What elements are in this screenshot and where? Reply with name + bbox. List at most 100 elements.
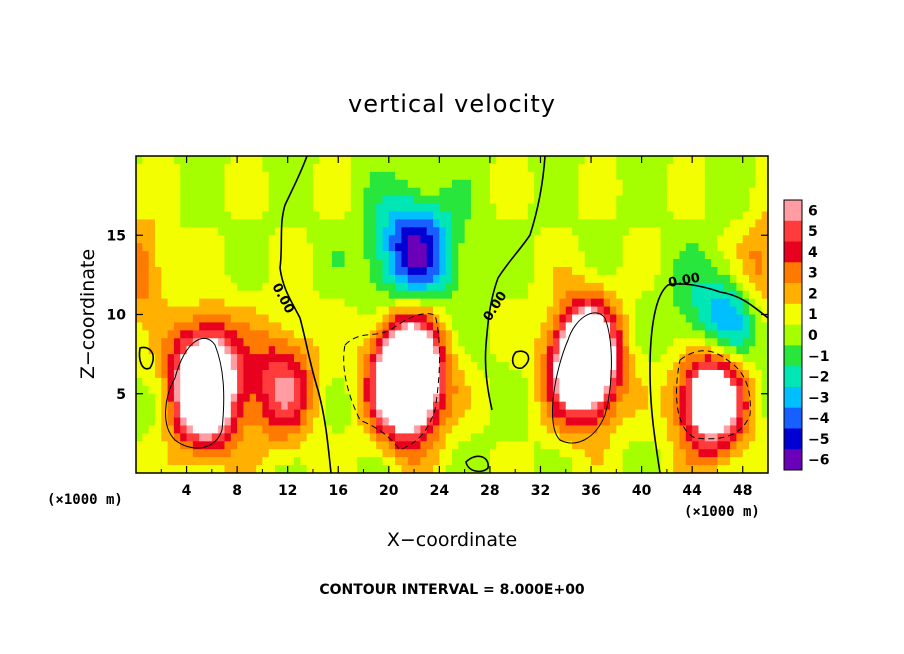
heatmap-cell [256,330,263,339]
heatmap-cell [749,266,756,276]
colorbar-swatch [784,200,802,222]
heatmap-cell [300,306,308,316]
heatmap-cell [161,259,169,268]
heatmap-cell [319,425,327,434]
y-tick-label: 15 [107,228,126,244]
heatmap-cell [679,401,687,411]
heatmap-cell [565,314,573,324]
heatmap-cell [610,393,617,403]
heatmap-cell [211,203,219,213]
heatmap-cell [268,322,276,331]
heatmap-cell [395,290,403,300]
heatmap-cell [584,219,592,228]
heatmap-cell [723,330,731,339]
heatmap-cell [211,346,219,355]
heatmap-cell [344,362,352,371]
heatmap-cell [192,401,200,411]
heatmap-cell [521,354,529,363]
heatmap-cell [205,282,213,292]
heatmap-cell [357,298,365,308]
heatmap-cell [477,219,485,228]
heatmap-cell [742,195,750,205]
heatmap-cell [572,243,579,252]
heatmap-cell [433,243,440,252]
heatmap-cell [717,219,725,228]
heatmap-cell [262,338,270,347]
heatmap-cell [357,441,365,450]
heatmap-cell [407,449,415,458]
heatmap-cell [420,425,428,434]
heatmap-cell [761,251,768,260]
heatmap-cell [376,425,384,434]
heatmap-cell [540,298,548,308]
heatmap-cell [218,235,226,244]
heatmap-cell [730,298,737,308]
heatmap-cell [186,465,194,473]
heatmap-cell [761,433,768,442]
heatmap-cell [628,409,636,419]
heatmap-cell [546,441,554,450]
heatmap-cell [698,314,706,324]
heatmap-cell [218,219,226,228]
x-tick-label: 16 [328,483,347,499]
heatmap-cell [407,338,415,347]
heatmap-cell [363,449,371,458]
heatmap-cell [647,243,655,252]
heatmap-cell [711,377,719,387]
heatmap-cell [395,282,403,292]
heatmap-cell [230,449,238,458]
heatmap-cell [591,163,598,173]
heatmap-cell [433,401,440,411]
heatmap-cell [173,274,181,284]
heatmap-cell [502,243,510,252]
heatmap-cell [249,338,257,347]
heatmap-cell [736,227,744,236]
heatmap-cell [445,243,453,252]
heatmap-cell [376,179,384,189]
heatmap-cell [502,235,510,244]
heatmap-cell [521,171,529,181]
heatmap-cell [546,266,554,276]
heatmap-cell [445,290,453,300]
heatmap-cell [717,441,725,450]
heatmap-cell [433,227,440,236]
heatmap-cell [660,306,668,316]
heatmap-cell [445,362,453,371]
heatmap-cell [401,385,409,395]
heatmap-cell [527,274,535,284]
heatmap-cell [610,377,617,387]
heatmap-cell [161,362,169,371]
heatmap-cell [173,314,181,324]
heatmap-cell [306,274,314,284]
heatmap-cell [641,369,649,379]
heatmap-cell [294,338,301,347]
heatmap-cell [565,187,573,197]
heatmap-cell [186,179,194,189]
heatmap-cell [622,330,630,339]
heatmap-cell [426,385,434,395]
heatmap-cell [230,203,238,213]
heatmap-cell [578,243,586,252]
heatmap-cell [610,266,617,276]
x-tick-label: 20 [379,483,399,499]
heatmap-cell [578,409,586,419]
heatmap-cell [154,266,162,276]
heatmap-cell [382,195,390,205]
heatmap-cell [388,417,396,427]
heatmap-cell [578,187,586,197]
heatmap-cell [325,290,333,300]
heatmap-cell [616,274,624,284]
heatmap-cell [496,179,504,189]
heatmap-cell [698,274,706,284]
heatmap-cell [635,219,643,228]
heatmap-cell [584,369,592,379]
heatmap-cell [439,369,447,379]
heatmap-cell [679,338,687,347]
heatmap-cell [262,425,270,434]
heatmap-cell [237,171,245,181]
heatmap-cell [369,227,377,236]
heatmap-cell [679,156,687,165]
heatmap-cell [742,441,750,450]
colorbar-tick-label: 0 [808,328,818,344]
heatmap-cell [717,195,725,205]
